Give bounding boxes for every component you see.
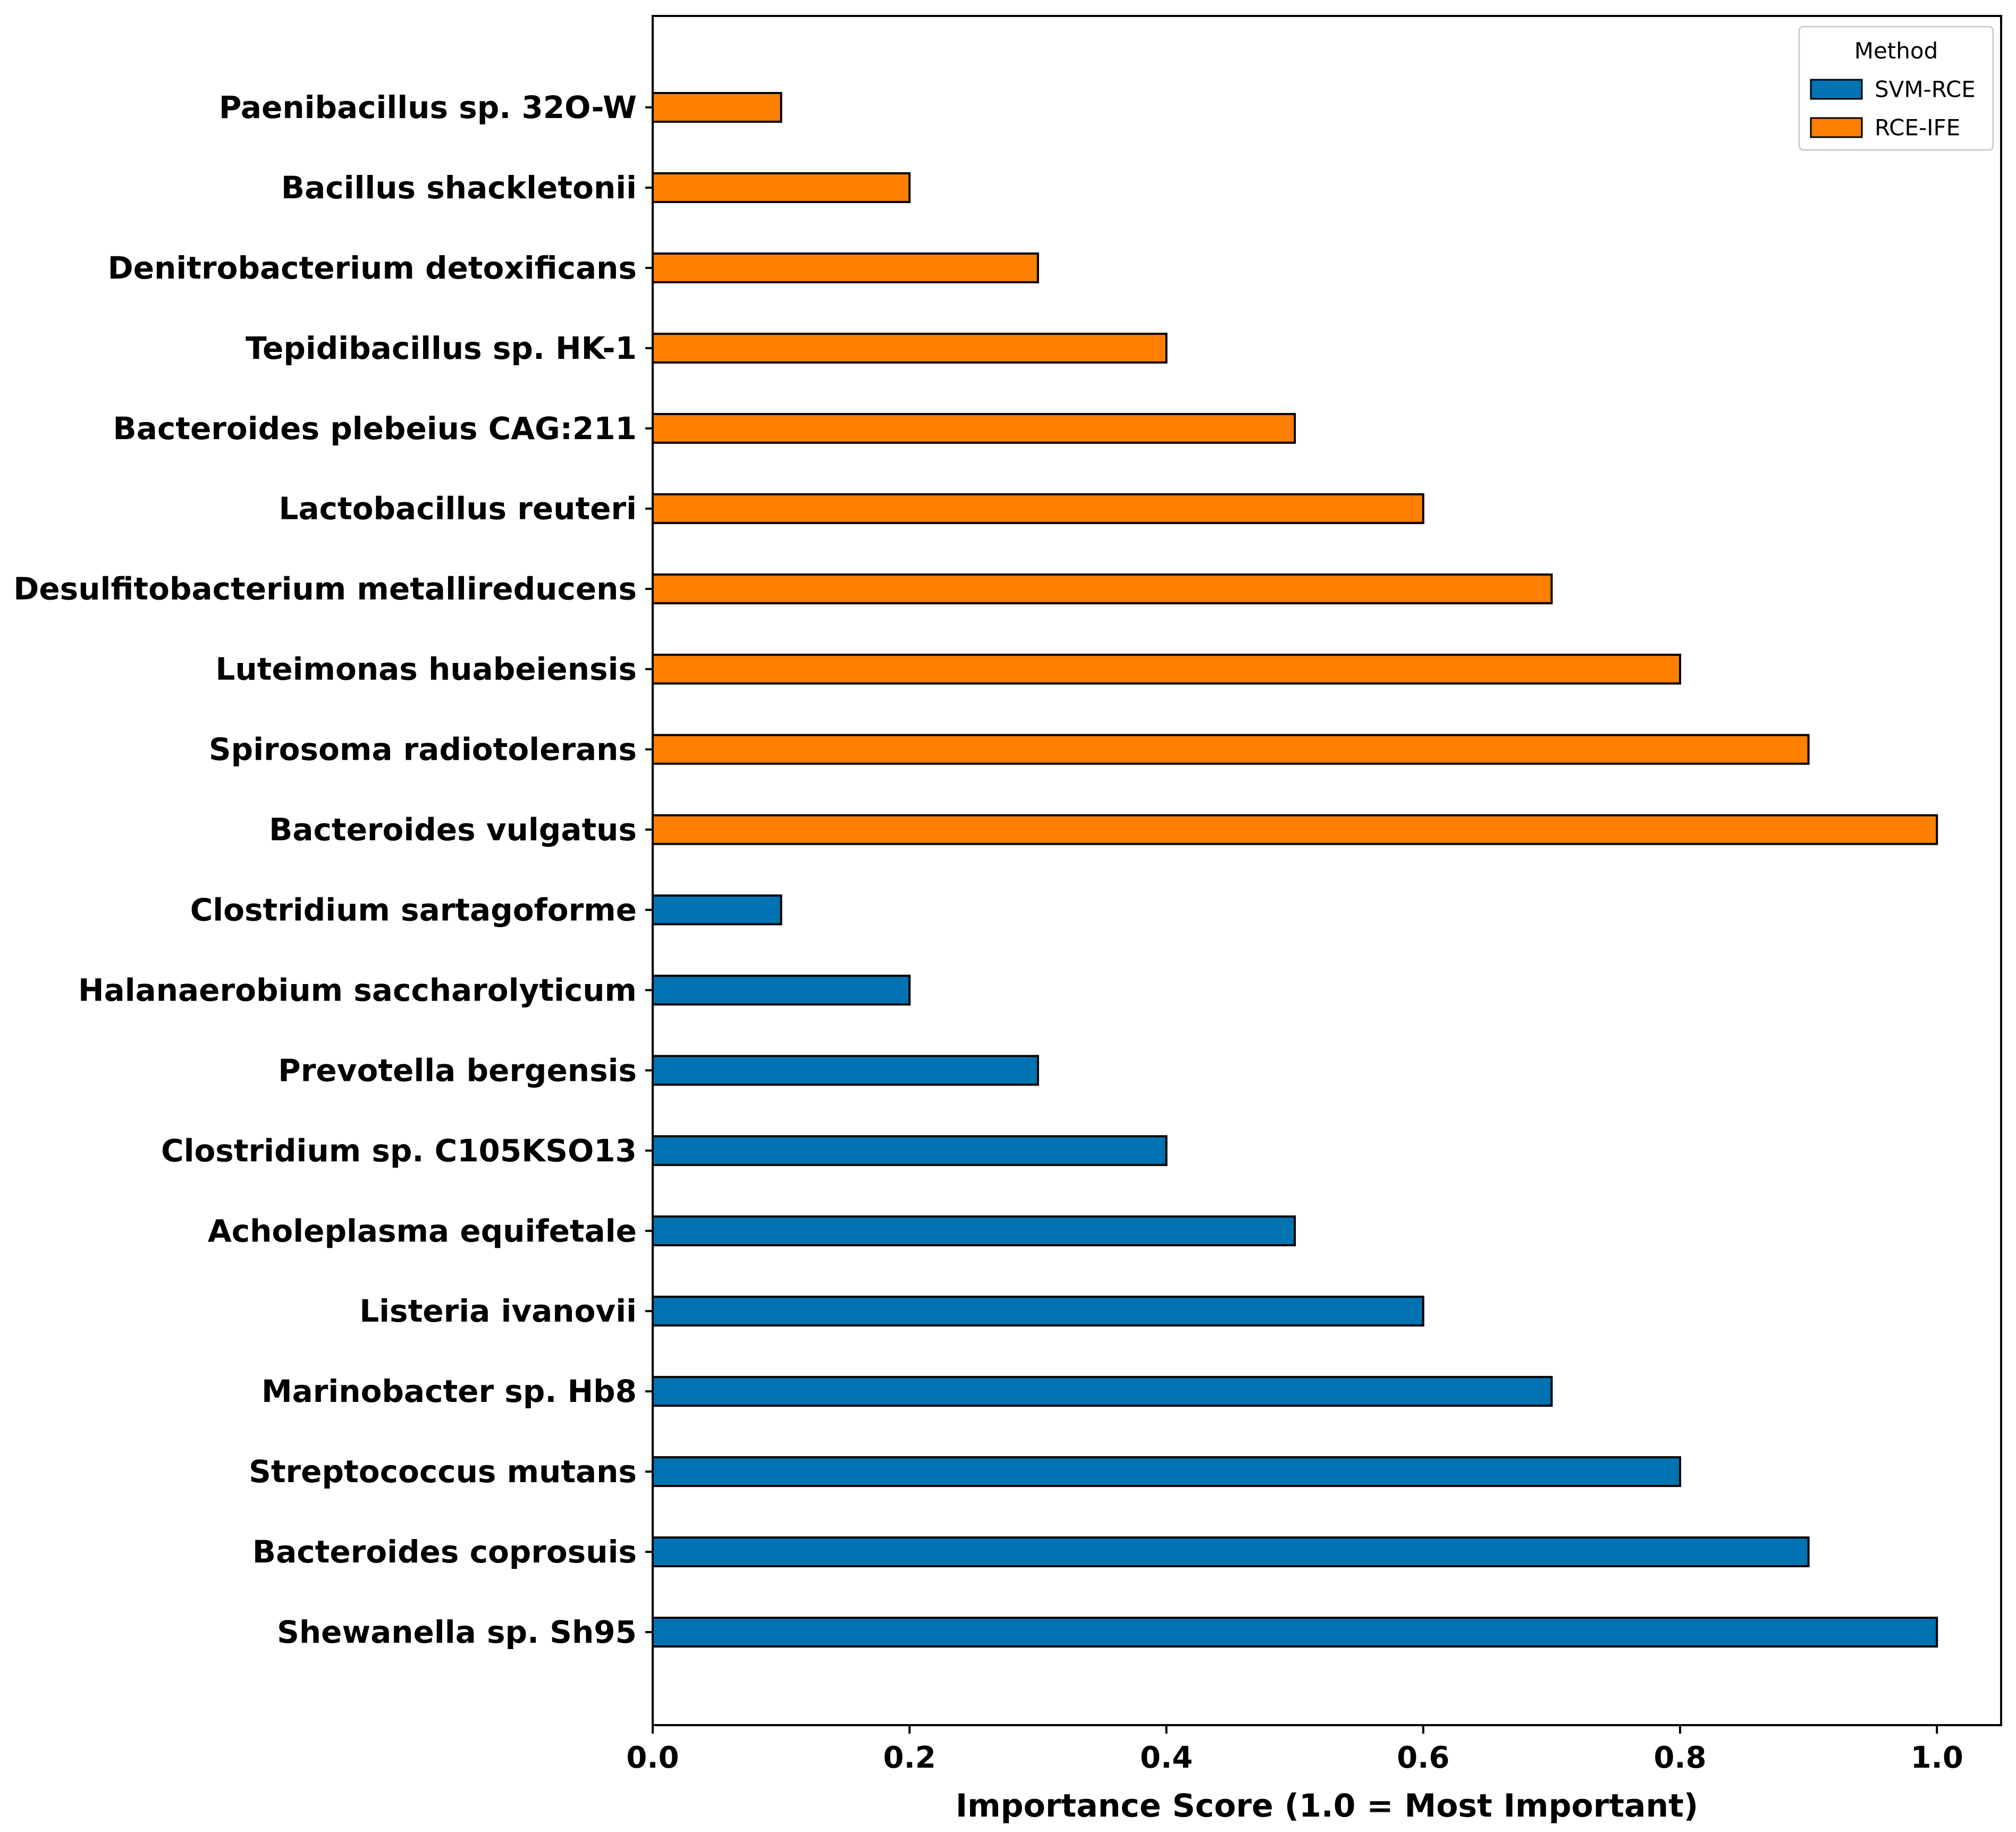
bar-rce-ife-5 bbox=[652, 413, 1296, 444]
category-label: Paenibacillus sp. 32O-W bbox=[219, 89, 637, 125]
x-ticks-group: 0.0 0.2 0.4 0.6 0.8 1.0 bbox=[626, 1725, 1963, 1775]
category-label: Bacteroides vulgatus bbox=[269, 812, 637, 848]
category-label: Lactobacillus reuteri bbox=[279, 491, 637, 527]
legend-entries: SVM-RCE RCE-IFE bbox=[1810, 77, 1976, 141]
bar-rce-ife-9 bbox=[652, 734, 1810, 765]
bar-svm-rce-3 bbox=[652, 1055, 1039, 1086]
bar-rce-ife-1 bbox=[652, 92, 782, 123]
legend-label: RCE-IFE bbox=[1875, 115, 1960, 141]
x-tick-label: 0.2 bbox=[883, 1741, 936, 1775]
plot-frame bbox=[652, 15, 2002, 1726]
x-tick-label: 0.4 bbox=[1140, 1741, 1193, 1775]
category-label: Prevotella bergensis bbox=[278, 1052, 637, 1088]
bar-svm-rce-9 bbox=[652, 1536, 1810, 1568]
legend: Method SVM-RCE RCE-IFE bbox=[1798, 26, 1994, 151]
bar-svm-rce-10 bbox=[652, 1617, 1938, 1648]
bar-svm-rce-7 bbox=[652, 1376, 1553, 1407]
category-label: Spirosoma radiotolerans bbox=[209, 732, 637, 768]
category-label: Bacillus shackletonii bbox=[281, 170, 637, 206]
bar-rce-ife-7 bbox=[652, 573, 1553, 604]
bar-rce-ife-3 bbox=[652, 252, 1039, 283]
bar-svm-rce-6 bbox=[652, 1296, 1424, 1327]
category-labels-group: Paenibacillus sp. 32O-W Bacillus shacklet… bbox=[13, 89, 653, 1650]
legend-swatch-rce-ife bbox=[1810, 117, 1863, 138]
category-label: Streptococcus mutans bbox=[249, 1453, 637, 1490]
legend-label: SVM-RCE bbox=[1875, 77, 1976, 103]
bar-rce-ife-8 bbox=[652, 653, 1681, 685]
bar-svm-rce-4 bbox=[652, 1135, 1168, 1166]
category-label: Bacteroides plebeius CAG:211 bbox=[113, 410, 637, 447]
category-label: Tepidibacillus sp. HK-1 bbox=[246, 330, 637, 366]
category-label: Bacteroides coprosuis bbox=[252, 1534, 637, 1570]
category-label: Clostridium sp. C105KSO13 bbox=[161, 1132, 637, 1169]
bar-rce-ife-6 bbox=[652, 493, 1424, 524]
category-label: Acholeplasma equifetale bbox=[208, 1213, 637, 1249]
category-label: Clostridium sartagoforme bbox=[190, 892, 637, 928]
x-tick-label: 1.0 bbox=[1911, 1741, 1963, 1775]
bar-svm-rce-5 bbox=[652, 1215, 1296, 1247]
bar-rce-ife-2 bbox=[652, 172, 911, 203]
category-label: Denitrobacterium detoxificans bbox=[108, 250, 637, 286]
category-label: Desulfitobacterium metallireducens bbox=[13, 571, 637, 607]
category-label: Shewanella sp. Sh95 bbox=[277, 1614, 637, 1650]
x-tick-label: 0.6 bbox=[1397, 1741, 1449, 1775]
bars-group bbox=[652, 92, 1938, 1648]
bar-svm-rce-1 bbox=[652, 894, 782, 926]
x-axis-title: Importance Score (1.0 = Most Important) bbox=[956, 1787, 1698, 1825]
bar-svm-rce-8 bbox=[652, 1456, 1681, 1488]
bar-rce-ife-4 bbox=[652, 332, 1168, 364]
legend-swatch-svm-rce bbox=[1810, 79, 1863, 100]
bar-rce-ife-10 bbox=[652, 814, 1938, 845]
x-tick-label: 0.8 bbox=[1654, 1741, 1706, 1775]
legend-title: Method bbox=[1854, 38, 1938, 64]
category-label: Listeria ivanovii bbox=[359, 1293, 637, 1329]
x-tick-label: 0.0 bbox=[626, 1741, 679, 1775]
category-label: Halanaerobium saccharolyticum bbox=[78, 972, 637, 1008]
category-label: Luteimonas huabeiensis bbox=[215, 651, 637, 687]
category-label: Marinobacter sp. Hb8 bbox=[262, 1373, 637, 1409]
bar-svm-rce-2 bbox=[652, 974, 911, 1006]
